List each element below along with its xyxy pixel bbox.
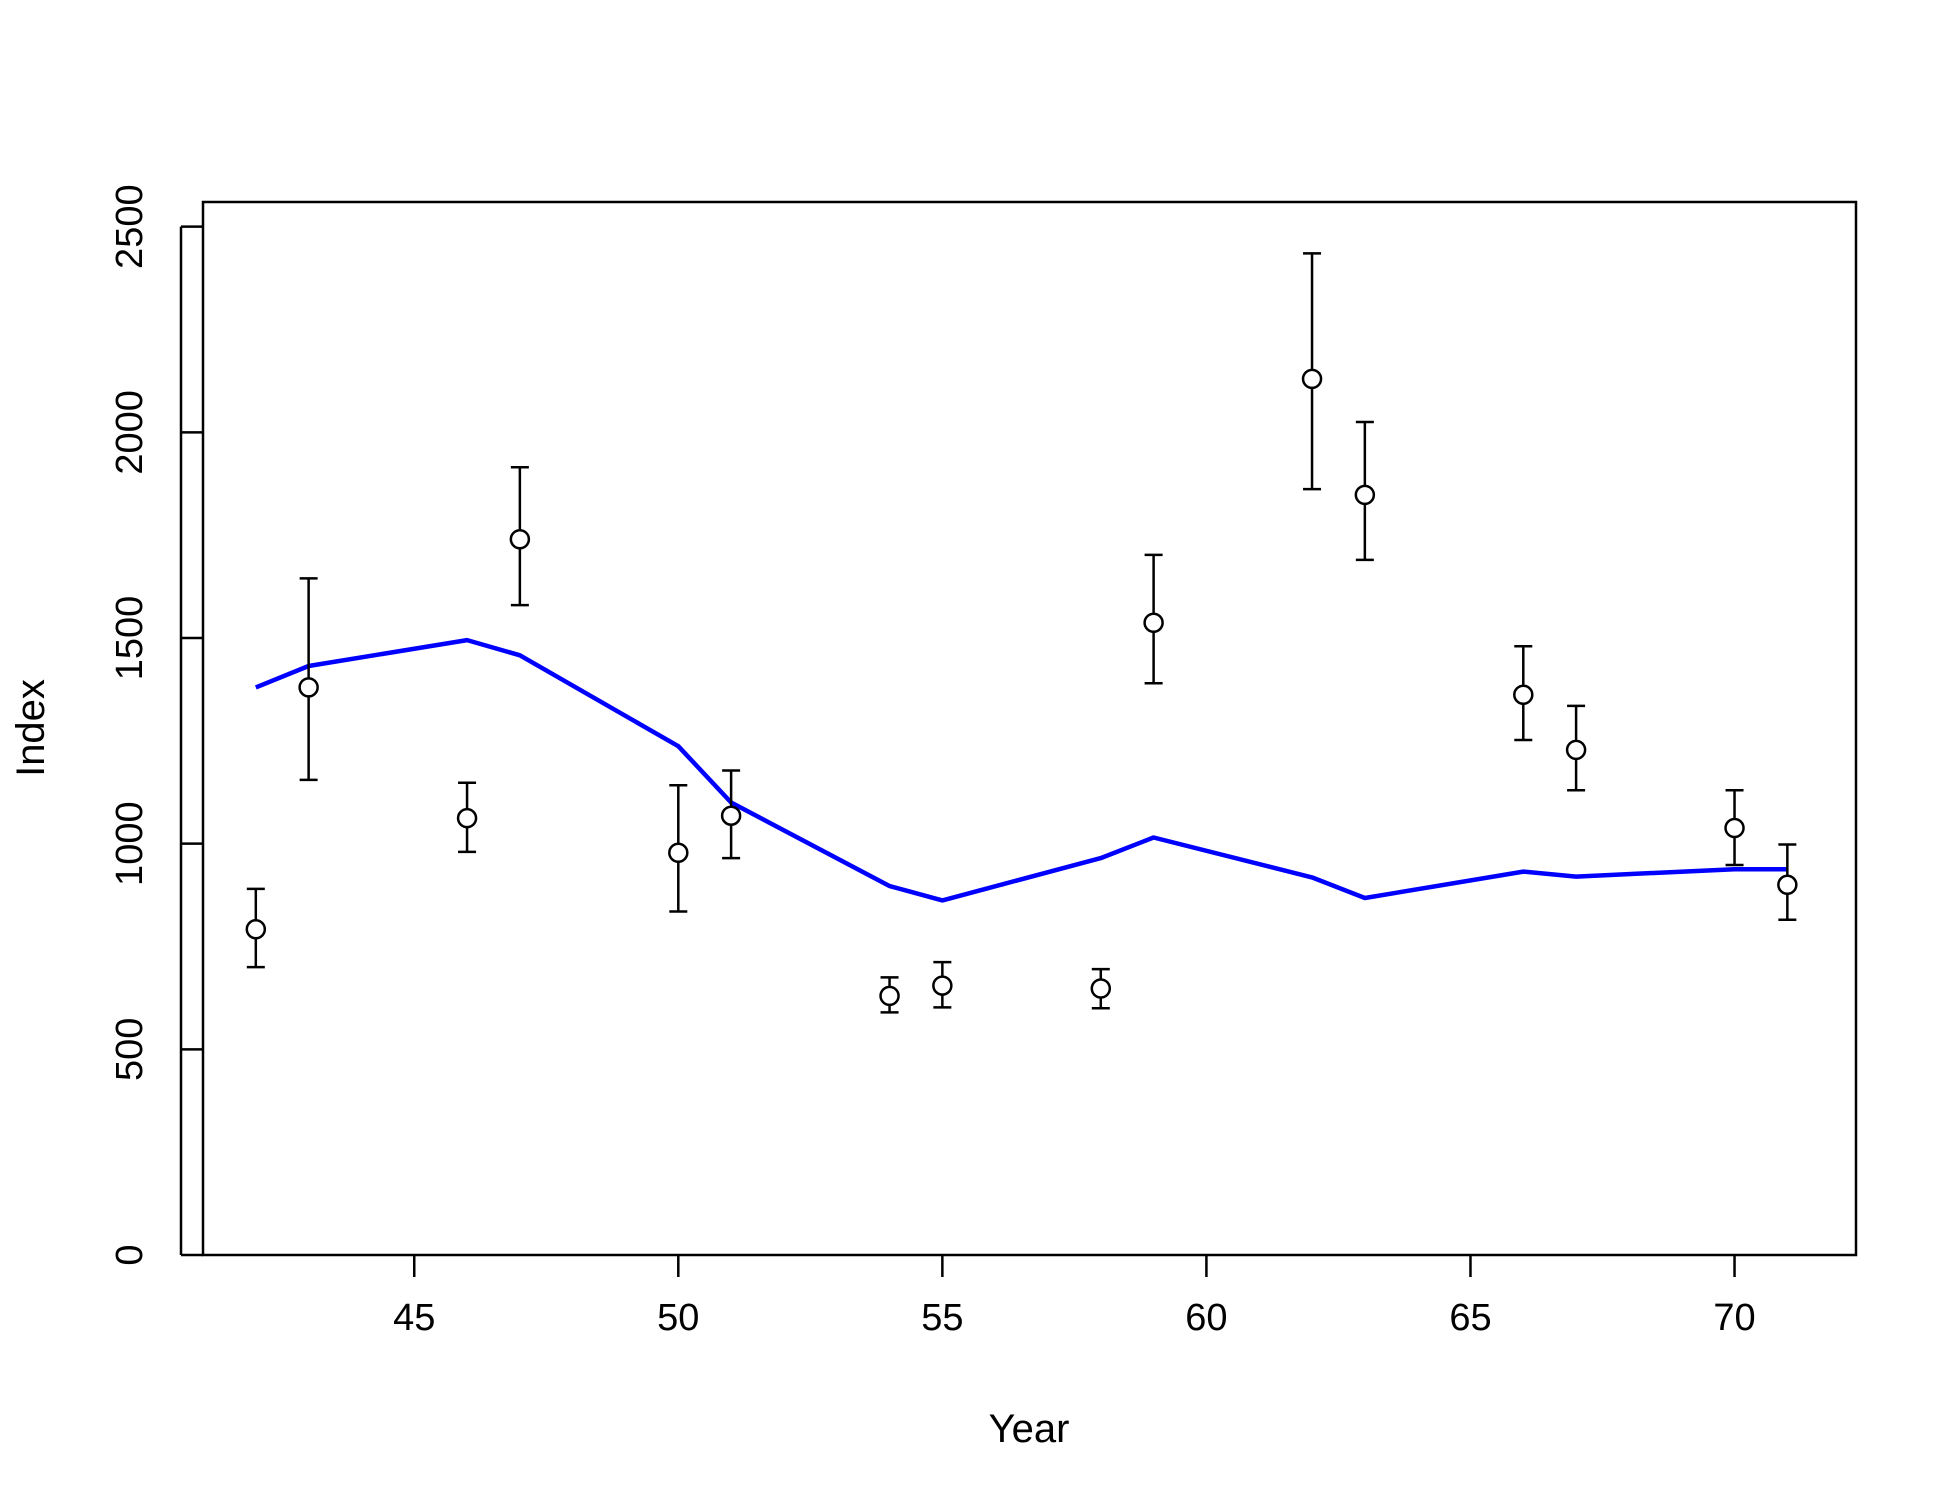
observed-point xyxy=(1513,684,1534,706)
observation xyxy=(1565,704,1587,792)
x-tick-label: 60 xyxy=(1185,1297,1227,1339)
plot-area-frame xyxy=(201,200,1858,1257)
observation xyxy=(245,887,267,969)
y-tick-label: 1000 xyxy=(109,801,151,886)
observed-point xyxy=(1354,484,1376,506)
observation xyxy=(1777,843,1798,922)
observation xyxy=(1143,553,1164,685)
observed-point xyxy=(456,807,478,829)
observation xyxy=(668,784,689,913)
y-axis-title: Index xyxy=(9,679,53,777)
observed-point xyxy=(1090,978,1112,999)
observation xyxy=(1301,252,1323,491)
x-tick-label: 45 xyxy=(393,1297,435,1339)
x-axis: 45 50 55 60 65 70 xyxy=(393,1255,1756,1339)
observed-series xyxy=(245,252,1798,1014)
x-tick-label: 55 xyxy=(921,1297,963,1339)
fitted-line xyxy=(254,637,1788,903)
observed-point xyxy=(1565,739,1587,761)
observed-point xyxy=(879,985,900,1007)
observed-point xyxy=(1301,368,1323,390)
observation xyxy=(1513,644,1534,742)
observed-point xyxy=(1724,817,1745,839)
observed-point xyxy=(720,805,742,826)
observed-point xyxy=(509,529,531,550)
y-tick-label: 2000 xyxy=(109,390,151,475)
observed-point xyxy=(1143,612,1164,634)
observation xyxy=(509,466,531,607)
observed-point xyxy=(1777,874,1798,896)
y-tick-label: 0 xyxy=(109,1244,151,1265)
fitted-series xyxy=(254,637,1788,903)
observed-point xyxy=(298,677,319,698)
observation xyxy=(879,976,900,1014)
observation xyxy=(298,577,319,782)
x-tick-label: 65 xyxy=(1449,1297,1491,1339)
observation xyxy=(1354,420,1376,562)
observation xyxy=(456,781,478,854)
observation xyxy=(932,960,953,1009)
observation xyxy=(1724,788,1745,867)
x-axis-title: Year xyxy=(989,1407,1070,1451)
x-tick-label: 50 xyxy=(657,1297,699,1339)
observed-point xyxy=(932,975,953,996)
observed-point xyxy=(668,842,689,863)
y-axis: 0 500 1000 1500 2000 2500 xyxy=(109,184,203,1266)
y-tick-label: 500 xyxy=(109,1018,151,1081)
observation xyxy=(720,769,742,860)
y-tick-label: 2500 xyxy=(109,184,151,269)
observed-point xyxy=(245,918,267,940)
observation xyxy=(1090,967,1112,1010)
x-tick-label: 70 xyxy=(1713,1297,1755,1339)
y-tick-label: 1500 xyxy=(109,596,151,681)
